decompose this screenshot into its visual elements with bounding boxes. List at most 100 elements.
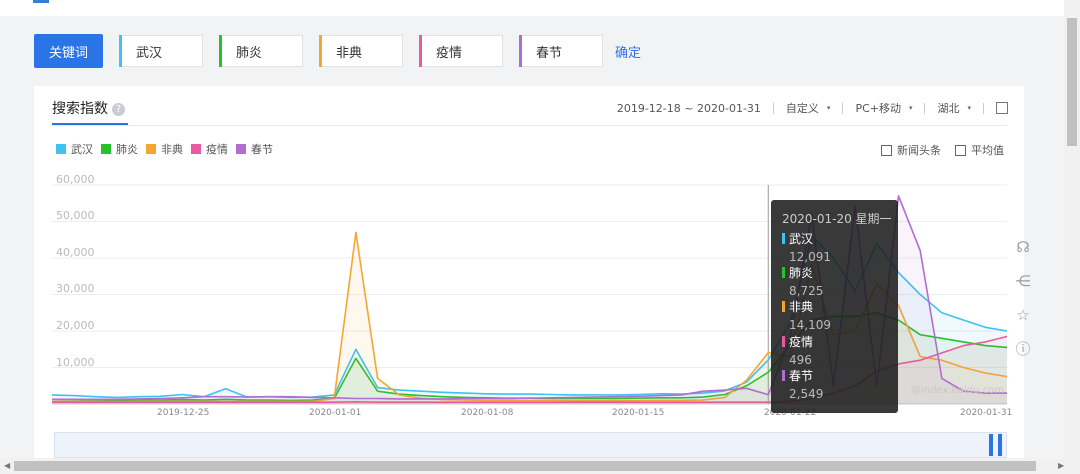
range-navigator[interactable] [54, 432, 1007, 458]
y-tick-label: 30,000 [56, 282, 95, 295]
divider [983, 102, 984, 114]
divider [772, 102, 774, 114]
help-circle-icon[interactable]: ⓘ [1015, 340, 1031, 358]
keyword-chip-spring-festival[interactable]: 春节 [519, 35, 603, 67]
top-header-marker [33, 0, 49, 3]
tooltip-marker [782, 267, 785, 278]
watermark: @index.baidu.com [911, 385, 1005, 396]
tooltip-value: 12,091 [789, 250, 831, 264]
tooltip-value: 496 [789, 353, 812, 367]
floating-sidebar: ☊ ⋲ ☆ ⓘ [1014, 238, 1042, 374]
tooltip-item-pneumonia: 肺炎 8,725 [782, 264, 823, 298]
x-tick-label: 2019-12-25 [157, 408, 210, 418]
chip-label: 疫情 [436, 45, 463, 61]
chevron-down-icon: ▾ [908, 104, 913, 112]
chart-legend: 武汉 肺炎 非典 疫情 春节 [56, 141, 281, 157]
chip-color-bar [319, 35, 322, 67]
average-checkbox[interactable] [955, 144, 966, 156]
headset-icon[interactable]: ☊ [1016, 238, 1030, 256]
tooltip-item-spring-festival: 春节 2,549 [782, 367, 823, 401]
y-tick-label: 60,000 [56, 173, 95, 186]
custom-range-dropdown[interactable]: 自定义 [785, 102, 819, 115]
tooltip-name: 春节 [789, 369, 814, 383]
keyword-chip-epidemic[interactable]: 疫情 [419, 35, 503, 67]
y-tick-label: 50,000 [56, 209, 95, 222]
range-handle[interactable] [998, 434, 1002, 456]
tooltip-item-epidemic: 疫情 496 [782, 333, 813, 367]
divider [842, 102, 844, 114]
chart-options: 新闻头条 平均值 [867, 142, 1004, 158]
scroll-thumb[interactable] [14, 461, 1036, 471]
range-handle[interactable] [989, 434, 993, 456]
series-area [52, 236, 1007, 404]
external-link-icon[interactable] [996, 102, 1008, 114]
chip-color-bar [519, 35, 522, 67]
news-label: 新闻头条 [897, 144, 941, 157]
news-checkbox[interactable] [881, 144, 892, 156]
legend-label: 疫情 [206, 143, 228, 156]
tooltip-name: 肺炎 [789, 266, 814, 280]
x-tick-label: 2020-01-31 [960, 408, 1013, 418]
confirm-link[interactable]: 确定 [615, 45, 642, 61]
star-icon[interactable]: ☆ [1016, 306, 1030, 324]
chip-color-bar [119, 35, 122, 67]
scroll-thumb[interactable] [1067, 18, 1077, 146]
legend-item-pneumonia[interactable]: 肺炎 [101, 141, 138, 157]
chip-label: 武汉 [136, 45, 163, 61]
horizontal-scrollbar[interactable]: ◀ ▶ [0, 458, 1080, 474]
tooltip-name: 武汉 [789, 232, 814, 246]
legend-label: 肺炎 [116, 143, 138, 156]
legend-item-epidemic[interactable]: 疫情 [191, 141, 228, 157]
vertical-scrollbar[interactable] [1064, 0, 1080, 458]
filter-bar: 2019-12-18 ~ 2020-01-31 自定义 ▾ PC+移动 ▾ 湖北 ▾ [617, 100, 1008, 116]
chevron-down-icon: ▾ [826, 104, 831, 112]
tooltip-marker [782, 370, 785, 381]
legend-swatch [146, 144, 156, 154]
tooltip-marker [782, 301, 785, 312]
y-tick-label: 10,000 [56, 356, 95, 369]
device-dropdown[interactable]: PC+移动 [855, 102, 901, 115]
scroll-right-icon[interactable]: ▶ [1058, 461, 1065, 470]
legend-swatch [56, 144, 66, 154]
tab-label: 搜索指数 [52, 101, 108, 117]
average-label: 平均值 [971, 144, 1004, 157]
chip-color-bar [219, 35, 222, 67]
legend-item-spring-festival[interactable]: 春节 [236, 141, 273, 157]
keyword-button[interactable]: 关键词 [34, 34, 103, 68]
x-tick-label: 2020-01-01 [309, 408, 362, 418]
legend-item-sars[interactable]: 非典 [146, 141, 183, 157]
scroll-left-icon[interactable]: ◀ [4, 461, 11, 470]
search-index-card: 搜索指数? 2019-12-18 ~ 2020-01-31 自定义 ▾ PC+移动… [34, 86, 1024, 474]
legend-item-wuhan[interactable]: 武汉 [56, 141, 93, 157]
keyword-chip-sars[interactable]: 非典 [319, 35, 403, 67]
legend-swatch [236, 144, 246, 154]
tooltip-item-sars: 非典 14,109 [782, 298, 831, 332]
y-tick-label: 20,000 [56, 319, 95, 332]
keyword-chip-pneumonia[interactable]: 肺炎 [219, 35, 303, 67]
y-tick-label: 40,000 [56, 246, 95, 259]
tooltip-date: 2020-01-20 星期一 [782, 212, 892, 226]
chip-label: 肺炎 [236, 45, 263, 61]
keyword-row: 关键词 武汉 肺炎 非典 疫情 春节 确定 [34, 33, 641, 69]
tab-active-underline [52, 123, 128, 125]
tooltip-marker [782, 336, 785, 347]
top-header [0, 0, 1064, 16]
chip-label: 春节 [536, 45, 563, 61]
legend-label: 武汉 [71, 143, 93, 156]
date-range[interactable]: 2019-12-18 ~ 2020-01-31 [616, 101, 761, 115]
tooltip-name: 非典 [789, 300, 814, 314]
tooltip-name: 疫情 [789, 335, 814, 349]
chip-label: 非典 [336, 45, 363, 61]
region-dropdown[interactable]: 湖北 [937, 102, 960, 115]
tooltip-value: 2,549 [789, 387, 824, 401]
chevron-down-icon: ▾ [967, 104, 971, 112]
divider [924, 102, 926, 114]
share-icon[interactable]: ⋲ [1015, 272, 1031, 290]
help-icon[interactable]: ? [112, 103, 125, 116]
legend-swatch [101, 144, 111, 154]
tab-search-index[interactable]: 搜索指数? [52, 98, 125, 118]
legend-swatch [191, 144, 201, 154]
keyword-chip-wuhan[interactable]: 武汉 [119, 35, 203, 67]
series-area [52, 232, 1007, 404]
series-area [52, 336, 1007, 404]
